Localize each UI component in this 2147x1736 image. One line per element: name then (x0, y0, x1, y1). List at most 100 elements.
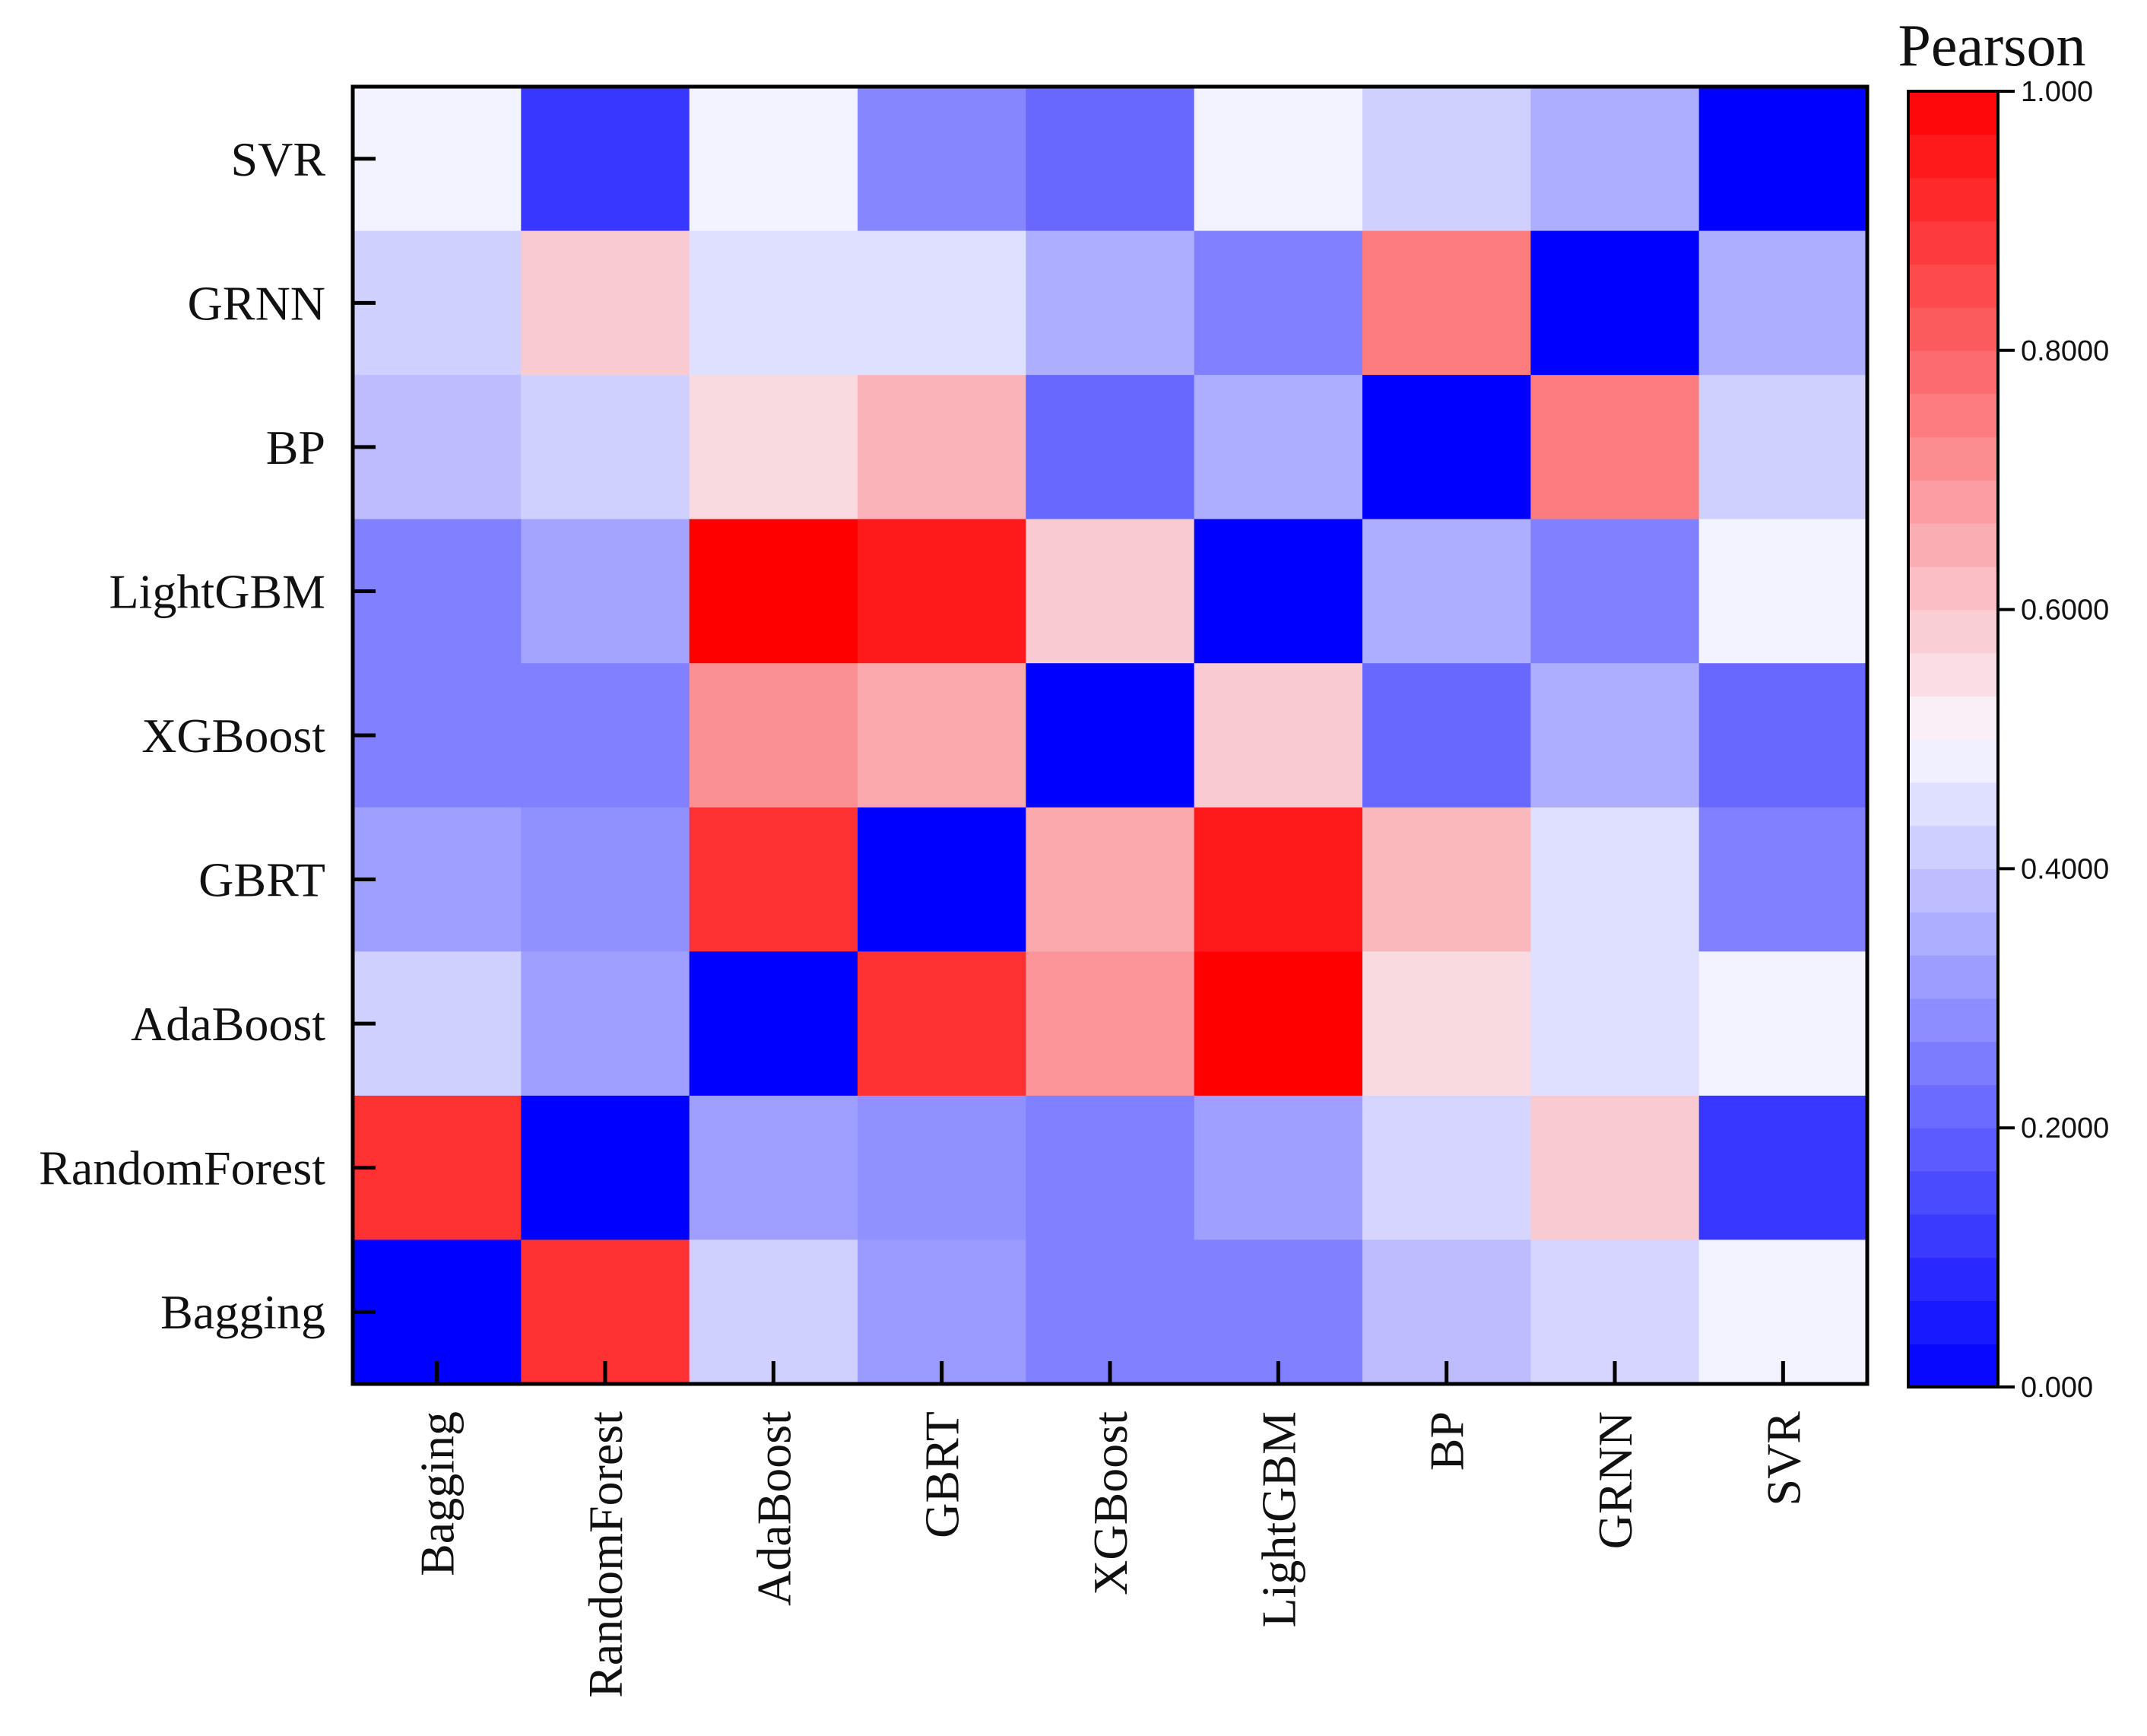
heatmap-cell-xgboost-lightgbm (1194, 663, 1363, 808)
y-tick-label: RandomForest (39, 1141, 325, 1195)
y-tick-label: GBRT (198, 853, 325, 907)
y-tick-label: XGBoost (141, 709, 325, 763)
colorbar-bands (1908, 91, 1998, 1388)
colorbar-band (1908, 1344, 1998, 1388)
heatmap-cell-bp-bp (1362, 375, 1531, 520)
heatmap-cell-lightgbm-xgboost (1026, 519, 1195, 664)
x-axis: Bagging RandomForest AdaBoost GBRT XGBoost Li… (411, 1361, 1810, 1698)
heatmap-cell-bp-svr (1698, 375, 1868, 520)
heatmap-cell-lightgbm-randomforest (521, 519, 690, 664)
heatmap-cell-grnn-svr (1698, 230, 1868, 376)
heatmap-cell-bagging-bagging (353, 1239, 522, 1385)
heatmap-cells (353, 87, 1868, 1385)
heatmap-cell-bagging-randomforest (521, 1239, 690, 1385)
colorbar-title: Pearson (1898, 12, 2086, 78)
colorbar-band (1908, 393, 1998, 437)
heatmap-cell-bagging-adaboost (689, 1239, 858, 1385)
heatmap-cell-bp-grnn (1530, 375, 1700, 520)
heatmap-cell-xgboost-bp (1362, 663, 1531, 808)
heatmap-cell-grnn-bagging (353, 230, 522, 376)
x-tick-label: BP (1420, 1411, 1474, 1471)
heatmap-cell-grnn-adaboost (689, 230, 858, 376)
colorbar-band (1908, 177, 1998, 221)
heatmap-cell-randomforest-adaboost (689, 1095, 858, 1241)
heatmap-cell-xgboost-xgboost (1026, 663, 1195, 808)
heatmap-cell-svr-grnn (1530, 87, 1700, 232)
colorbar-band (1908, 696, 1998, 740)
heatmap-cell-randomforest-bagging (353, 1095, 522, 1241)
colorbar-band (1908, 609, 1998, 653)
heatmap-cell-bagging-lightgbm (1194, 1239, 1363, 1385)
heatmap-cell-gbrt-lightgbm (1194, 807, 1363, 952)
heatmap-cell-bagging-svr (1698, 1239, 1868, 1385)
heatmap-cell-bp-lightgbm (1194, 375, 1363, 520)
colorbar-tick-label: 0.6000 (2021, 595, 2109, 627)
heatmap-cell-gbrt-gbrt (858, 807, 1026, 952)
colorbar-band (1908, 955, 1998, 999)
heatmap-cell-grnn-randomforest (521, 230, 690, 376)
colorbar-band (1908, 868, 1998, 912)
colorbar-band (1908, 1084, 1998, 1128)
colorbar-frame (1907, 90, 2000, 1388)
colorbar-tick-label: 0.4000 (2021, 853, 2109, 885)
heatmap-cell-randomforest-gbrt (858, 1095, 1026, 1241)
x-tick-label: GRNN (1588, 1411, 1642, 1549)
heatmap-cell-grnn-grnn (1530, 230, 1700, 376)
colorbar-band (1908, 739, 1998, 783)
colorbar-band (1908, 307, 1998, 351)
heatmap-cell-xgboost-grnn (1530, 663, 1700, 808)
colorbar-band (1908, 1214, 1998, 1258)
heatmap-cell-gbrt-bp (1362, 807, 1531, 952)
heatmap-cell-gbrt-adaboost (689, 807, 858, 952)
colorbar-band (1908, 221, 1998, 265)
colorbar-band (1908, 134, 1998, 179)
heatmap-cell-grnn-lightgbm (1194, 230, 1363, 376)
colorbar-band (1908, 825, 1998, 869)
y-tick-label: LightGBM (109, 564, 325, 618)
colorbar-tick-label: 1.000 (2021, 76, 2093, 108)
x-tick-label: GBRT (915, 1411, 969, 1538)
heatmap-cell-adaboost-grnn (1530, 951, 1700, 1097)
heatmap-cell-lightgbm-lightgbm (1194, 519, 1363, 664)
heatmap-cell-bagging-grnn (1530, 1239, 1700, 1385)
heatmap-cell-adaboost-gbrt (858, 951, 1026, 1097)
colorbar-tick-label: 0.8000 (2021, 335, 2109, 367)
heatmap-cell-adaboost-randomforest (521, 951, 690, 1097)
heatmap-cell-bagging-bp (1362, 1239, 1531, 1385)
heatmap-cell-randomforest-grnn (1530, 1095, 1700, 1241)
x-tick-label: Bagging (411, 1411, 465, 1576)
heatmap-cell-gbrt-grnn (1530, 807, 1700, 952)
colorbar-band (1908, 652, 1998, 697)
y-tick-label: Bagging (160, 1285, 325, 1339)
colorbar-tick-label: 0.2000 (2021, 1112, 2109, 1144)
y-tick-label: BP (266, 421, 325, 474)
colorbar-band (1908, 436, 1998, 481)
heatmap-cell-xgboost-gbrt (858, 663, 1026, 808)
colorbar-ticks: 0.000 0.2000 0.4000 0.6000 0.8000 1.000 (1998, 76, 2109, 1404)
colorbar-band (1908, 998, 1998, 1043)
heatmap-cell-grnn-gbrt (858, 230, 1026, 376)
heatmap-cell-bp-xgboost (1026, 375, 1195, 520)
colorbar: Pearson 0.000 0.2000 0.4000 0.6000 0.8000 1.0… (1898, 12, 2110, 1404)
heatmap-cell-svr-lightgbm (1194, 87, 1363, 232)
heatmap-cell-bp-randomforest (521, 375, 690, 520)
heatmap-cell-lightgbm-svr (1698, 519, 1868, 664)
x-tick-label: RandomForest (579, 1411, 633, 1698)
heatmap-cell-lightgbm-bp (1362, 519, 1531, 664)
colorbar-band (1908, 912, 1998, 956)
colorbar-band (1908, 1171, 1998, 1215)
heatmap-cell-lightgbm-bagging (353, 519, 522, 664)
heatmap-cell-randomforest-randomforest (521, 1095, 690, 1241)
heatmap-cell-adaboost-bagging (353, 951, 522, 1097)
heatmap-cell-lightgbm-grnn (1530, 519, 1700, 664)
heatmap-cell-bp-bagging (353, 375, 522, 520)
colorbar-band (1908, 264, 1998, 308)
heatmap-cell-randomforest-lightgbm (1194, 1095, 1363, 1241)
colorbar-tick-label: 0.000 (2021, 1372, 2093, 1404)
heatmap-cell-adaboost-svr (1698, 951, 1868, 1097)
x-tick-label: LightGBM (1251, 1411, 1305, 1627)
heatmap-cell-xgboost-adaboost (689, 663, 858, 808)
heatmap-cell-svr-gbrt (858, 87, 1026, 232)
heatmap-cell-bagging-xgboost (1026, 1239, 1195, 1385)
